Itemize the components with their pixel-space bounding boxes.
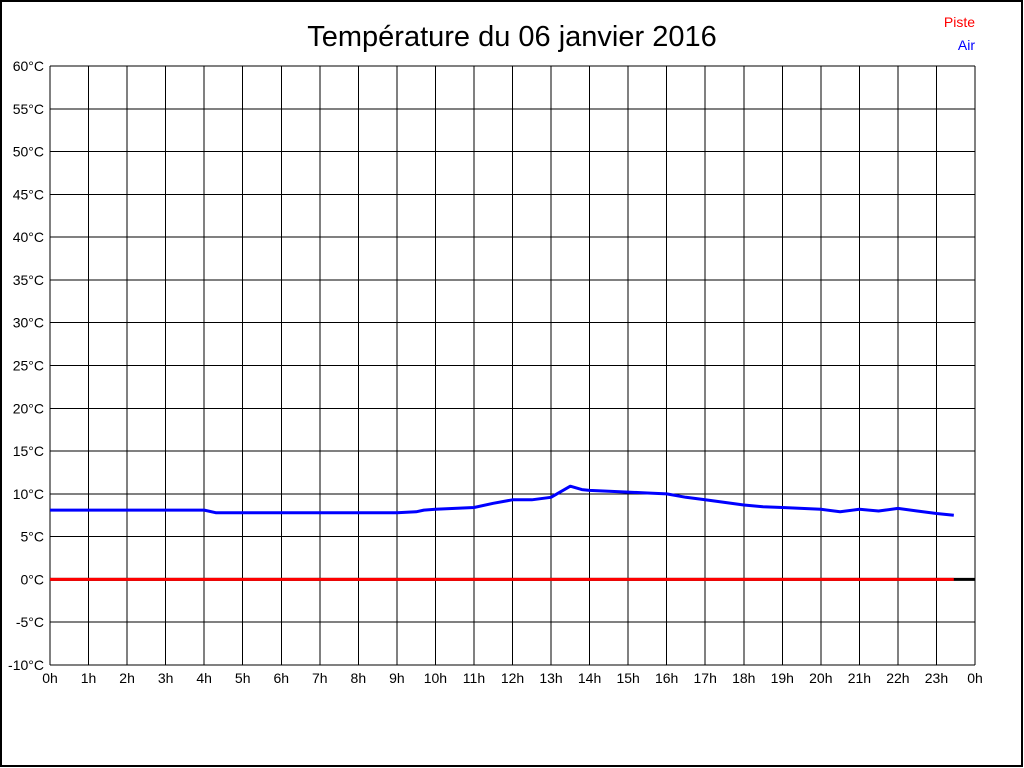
svg-text:55°C: 55°C <box>13 101 44 117</box>
svg-text:0°C: 0°C <box>21 571 45 587</box>
svg-text:25°C: 25°C <box>13 358 44 374</box>
svg-text:10h: 10h <box>424 670 447 686</box>
svg-text:35°C: 35°C <box>13 272 44 288</box>
svg-text:2h: 2h <box>119 670 135 686</box>
legend: Piste Air <box>944 11 975 57</box>
svg-text:40°C: 40°C <box>13 229 44 245</box>
svg-text:14h: 14h <box>578 670 601 686</box>
legend-item-piste: Piste <box>943 14 975 30</box>
svg-text:60°C: 60°C <box>13 58 44 74</box>
svg-text:11h: 11h <box>463 670 485 686</box>
svg-text:9h: 9h <box>389 670 405 686</box>
svg-text:15°C: 15°C <box>13 443 44 459</box>
svg-text:18h: 18h <box>732 670 755 686</box>
svg-text:19h: 19h <box>771 670 794 686</box>
svg-text:-10°C: -10°C <box>8 657 44 673</box>
legend-item-air: Air <box>957 37 975 53</box>
svg-text:8h: 8h <box>351 670 367 686</box>
svg-text:50°C: 50°C <box>13 144 44 160</box>
svg-text:21h: 21h <box>848 670 871 686</box>
svg-text:17h: 17h <box>694 670 717 686</box>
svg-text:20h: 20h <box>809 670 832 686</box>
svg-text:20°C: 20°C <box>13 400 44 416</box>
svg-text:12h: 12h <box>501 670 524 686</box>
svg-text:5°C: 5°C <box>21 529 45 545</box>
svg-text:5h: 5h <box>235 670 251 686</box>
svg-text:30°C: 30°C <box>13 315 44 331</box>
svg-text:22h: 22h <box>886 670 909 686</box>
svg-text:13h: 13h <box>539 670 562 686</box>
svg-text:16h: 16h <box>655 670 678 686</box>
svg-text:6h: 6h <box>273 670 289 686</box>
svg-text:15h: 15h <box>616 670 639 686</box>
svg-text:-5°C: -5°C <box>16 614 44 630</box>
svg-text:10°C: 10°C <box>13 486 44 502</box>
svg-text:0h: 0h <box>967 670 983 686</box>
svg-text:3h: 3h <box>158 670 174 686</box>
svg-text:7h: 7h <box>312 670 328 686</box>
svg-text:23h: 23h <box>925 670 948 686</box>
svg-text:0h: 0h <box>42 670 58 686</box>
chart-title: Température du 06 janvier 2016 <box>307 21 717 53</box>
svg-text:1h: 1h <box>81 670 97 686</box>
svg-text:4h: 4h <box>196 670 212 686</box>
svg-text:45°C: 45°C <box>13 186 44 202</box>
